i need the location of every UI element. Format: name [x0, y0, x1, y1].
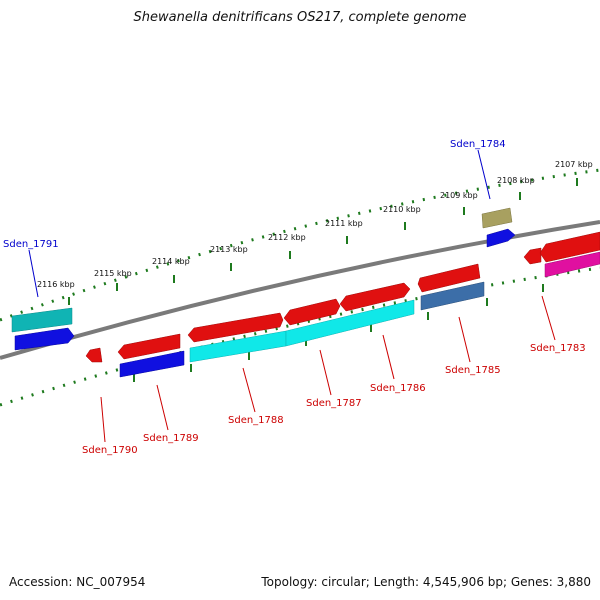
gene-label-sden-1783: Sden_1783	[530, 343, 586, 354]
kbp-labels: 2116 kbp 2115 kbp 2114 kbp 2113 kbp 2112…	[37, 160, 593, 289]
gene-sden-1783-magenta	[544, 251, 600, 278]
gene-label-sden-1790: Sden_1790	[82, 445, 138, 456]
gene-sden-1789-red	[117, 333, 181, 360]
leader-sden-1785	[458, 316, 471, 363]
inner-genes	[119, 281, 485, 378]
gene-sden-1787-red	[283, 298, 341, 326]
leader-sden-1791	[28, 249, 39, 298]
gene-sden-1791-teal	[11, 307, 73, 333]
gene-sden-1785-red	[417, 263, 481, 293]
map-title: Shewanella denitrificans OS217, complete…	[133, 10, 467, 25]
gene-sden-1791-blue	[14, 327, 75, 351]
kbp-label-2113: 2113 kbp	[210, 245, 248, 254]
gene-sden-1783-red-small	[523, 247, 542, 265]
leader-sden-1790	[100, 396, 106, 443]
leader-sden-1788	[242, 367, 256, 413]
kbp-label-2108: 2108 kbp	[497, 176, 535, 185]
gene-sden-1784-olive	[481, 207, 513, 229]
leader-sden-1787	[319, 349, 332, 396]
leader-sden-1784	[477, 149, 491, 200]
gene-label-sden-1788: Sden_1788	[228, 415, 284, 426]
kbp-label-2109: 2109 kbp	[440, 191, 478, 200]
kbp-label-2107: 2107 kbp	[555, 160, 593, 169]
gene-label-sden-1785: Sden_1785	[445, 365, 501, 376]
gene-label-sden-1786: Sden_1786	[370, 383, 426, 394]
gene-sden-1783-red-large	[539, 231, 600, 263]
outer-genes	[11, 207, 600, 363]
genome-backbone	[0, 220, 600, 360]
outer-tick-track	[0, 168, 600, 322]
label-leaders	[28, 149, 556, 443]
gene-sden-1788-red	[187, 312, 284, 343]
kbp-label-2112: 2112 kbp	[268, 233, 306, 242]
gene-label-sden-1784: Sden_1784	[450, 139, 506, 150]
kbp-label-2115: 2115 kbp	[94, 269, 132, 278]
gene-label-sden-1789: Sden_1789	[143, 433, 199, 444]
gene-sden-1784-blue	[486, 228, 516, 248]
gene-sden-1785-steelblue	[420, 281, 485, 311]
genome-summary-text: Topology: circular; Length: 4,545,906 bp…	[261, 575, 591, 589]
leader-sden-1783	[541, 295, 556, 341]
kbp-label-2116: 2116 kbp	[37, 280, 75, 289]
gene-sden-1786-red	[339, 282, 411, 312]
kbp-label-2111: 2111 kbp	[325, 219, 363, 228]
kbp-label-2114: 2114 kbp	[152, 257, 190, 266]
accession-text: Accession: NC_007954	[9, 575, 146, 589]
outer-major-ticks	[68, 178, 578, 305]
leader-sden-1789	[156, 384, 169, 431]
gene-label-sden-1787: Sden_1787	[306, 398, 362, 409]
gene-label-sden-1791: Sden_1791	[3, 239, 59, 250]
kbp-label-2110: 2110 kbp	[383, 205, 421, 214]
gene-sden-1790-red	[85, 347, 103, 363]
gene-labels: Sden_1791 Sden_1784 Sden_1790 Sden_1789 …	[3, 139, 586, 456]
gene-sden-1787-cyan	[285, 299, 415, 347]
leader-sden-1786	[382, 334, 395, 380]
gene-sden-1789-blue	[119, 350, 185, 378]
